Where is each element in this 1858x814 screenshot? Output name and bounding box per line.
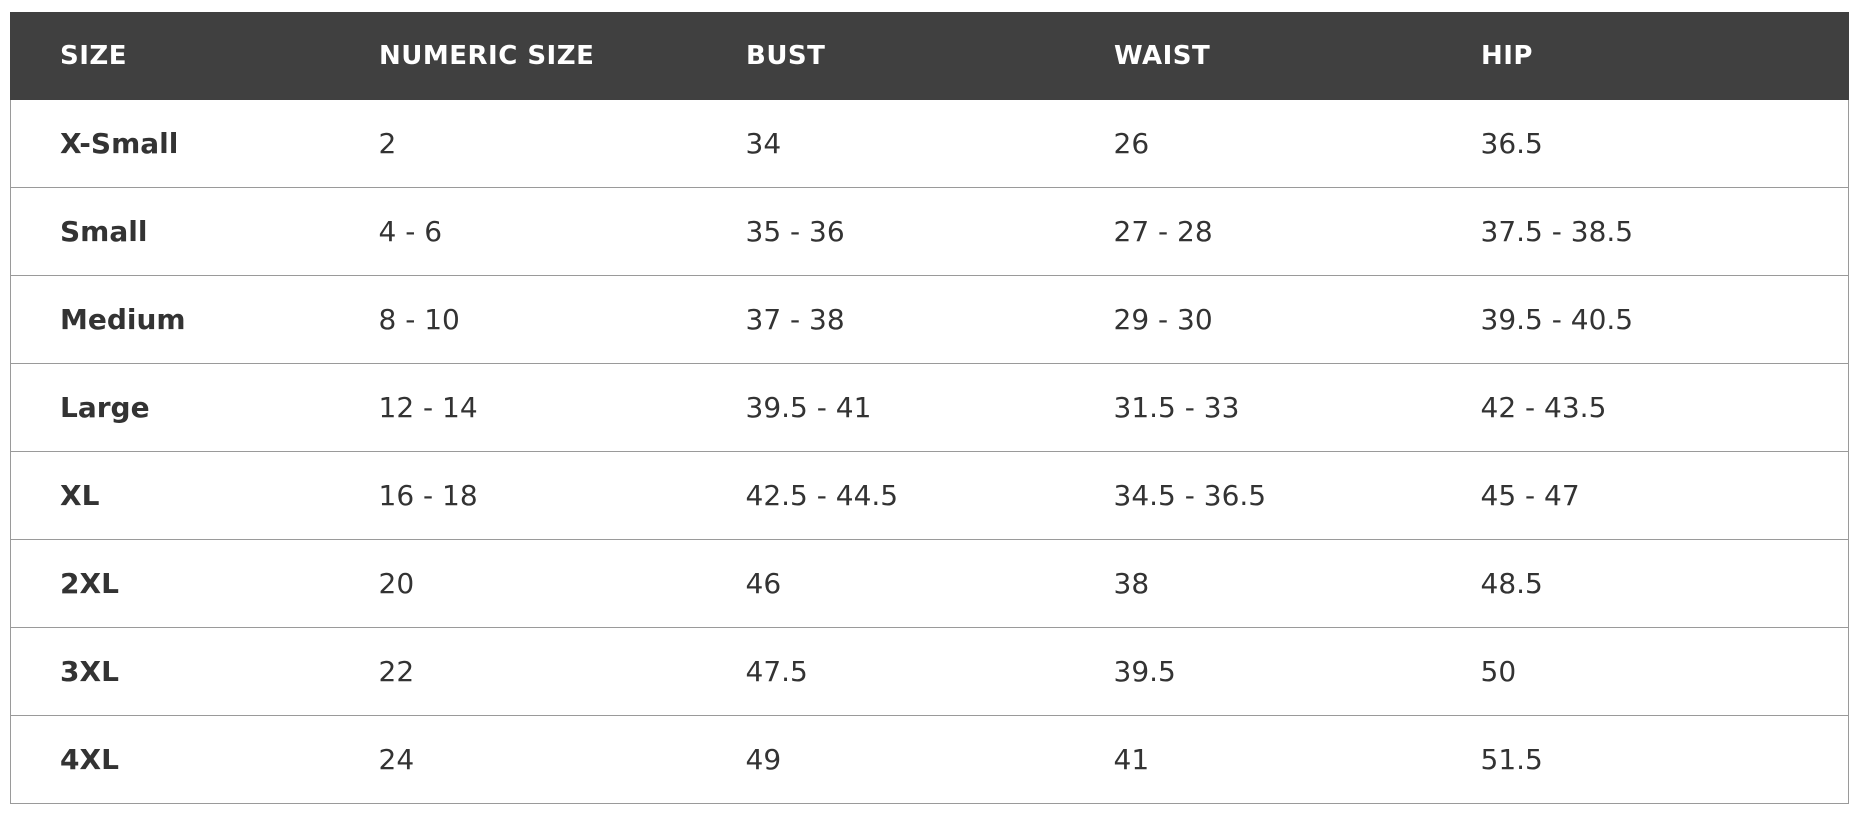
size-table: SIZE NUMERIC SIZE BUST WAIST HIP X-Small 2 34 2…: [10, 12, 1849, 804]
table-cell: 41: [1064, 715, 1432, 804]
table-row: 3XL 22 47.5 39.5 50: [10, 627, 1849, 716]
table-cell: 36.5: [1431, 99, 1849, 188]
table-cell: 39.5: [1064, 627, 1432, 716]
table-cell: 22: [329, 627, 697, 716]
table-row: 4XL 24 49 41 51.5: [10, 715, 1849, 804]
table-cell: 8 - 10: [329, 275, 697, 364]
table-cell: 37 - 38: [696, 275, 1065, 364]
table-cell: 35 - 36: [696, 187, 1065, 276]
table-cell: 42.5 - 44.5: [696, 451, 1065, 540]
size-cell: Small: [10, 187, 330, 276]
table-cell: 37.5 - 38.5: [1431, 187, 1849, 276]
size-cell: 4XL: [10, 715, 330, 804]
column-header: WAIST: [1064, 12, 1432, 100]
column-header: HIP: [1431, 12, 1849, 100]
table-cell: 47.5: [696, 627, 1065, 716]
size-cell: XL: [10, 451, 330, 540]
table-cell: 34: [696, 99, 1065, 188]
table-cell: 50: [1431, 627, 1849, 716]
size-cell: Medium: [10, 275, 330, 364]
table-body: X-Small 2 34 26 36.5 Small 4 - 6 35 - 36 27 - 28…: [10, 99, 1849, 804]
table-cell: 29 - 30: [1064, 275, 1432, 364]
table-cell: 26: [1064, 99, 1432, 188]
table-cell: 38: [1064, 539, 1432, 628]
table-cell: 42 - 43.5: [1431, 363, 1849, 452]
table-cell: 16 - 18: [329, 451, 697, 540]
size-cell: Large: [10, 363, 330, 452]
table-cell: 39.5 - 40.5: [1431, 275, 1849, 364]
column-header: BUST: [696, 12, 1065, 100]
header-row: SIZE NUMERIC SIZE BUST WAIST HIP: [10, 12, 1849, 100]
table-cell: 51.5: [1431, 715, 1849, 804]
table-row: Large 12 - 14 39.5 - 41 31.5 - 33 42 - 43.5: [10, 363, 1849, 452]
table-row: Medium 8 - 10 37 - 38 29 - 30 39.5 - 40.5: [10, 275, 1849, 364]
table-row: 2XL 20 46 38 48.5: [10, 539, 1849, 628]
size-cell: 2XL: [10, 539, 330, 628]
table-cell: 34.5 - 36.5: [1064, 451, 1432, 540]
size-cell: 3XL: [10, 627, 330, 716]
table-cell: 39.5 - 41: [696, 363, 1065, 452]
table-row: XL 16 - 18 42.5 - 44.5 34.5 - 36.5 45 - 47: [10, 451, 1849, 540]
table-cell: 27 - 28: [1064, 187, 1432, 276]
column-header: NUMERIC SIZE: [329, 12, 697, 100]
table-cell: 2: [329, 99, 697, 188]
table-cell: 49: [696, 715, 1065, 804]
table-cell: 12 - 14: [329, 363, 697, 452]
table-header: SIZE NUMERIC SIZE BUST WAIST HIP: [10, 12, 1849, 100]
table-cell: 4 - 6: [329, 187, 697, 276]
table-cell: 45 - 47: [1431, 451, 1849, 540]
table-row: Small 4 - 6 35 - 36 27 - 28 37.5 - 38.5: [10, 187, 1849, 276]
table-row: X-Small 2 34 26 36.5: [10, 99, 1849, 188]
table-cell: 46: [696, 539, 1065, 628]
column-header: SIZE: [10, 12, 330, 100]
table-cell: 24: [329, 715, 697, 804]
table-cell: 31.5 - 33: [1064, 363, 1432, 452]
table-cell: 20: [329, 539, 697, 628]
table-cell: 48.5: [1431, 539, 1849, 628]
size-cell: X-Small: [10, 99, 330, 188]
